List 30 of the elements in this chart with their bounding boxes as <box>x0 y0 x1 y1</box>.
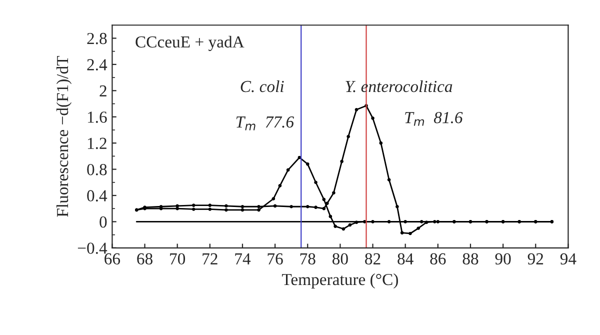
x-tick-label: 92 <box>528 253 544 264</box>
y-tick-label: 2.4 <box>87 59 108 70</box>
x-tick-label: 90 <box>495 253 511 264</box>
y-tick-label: −0.4 <box>78 242 108 254</box>
y-tick-label: 1.2 <box>88 138 106 150</box>
x-tick-label: 80 <box>332 253 348 264</box>
y-tick-label: 2 <box>100 85 106 96</box>
x-tick-label: 74 <box>235 253 251 264</box>
x-tick-label: 84 <box>398 253 414 264</box>
x-tick-label: 76 <box>268 253 283 264</box>
x-tick-label: 86 <box>430 253 446 264</box>
x-tick-label: 70 <box>170 253 186 264</box>
x-tick-label: 72 <box>202 253 218 264</box>
y-tick-label: 0.8 <box>87 164 107 176</box>
annotation: CCceuE + yadA <box>136 36 244 51</box>
y-axis-title: Fluorescence −d(F1)/dT <box>56 56 72 217</box>
x-tick-label: 94 <box>560 253 576 264</box>
annotation: T$_{m}$ 81.6 <box>405 112 463 126</box>
x-tick-label: 88 <box>462 253 478 264</box>
y-tick-label: 1.6 <box>88 112 107 123</box>
x-tick-label: 82 <box>365 253 380 264</box>
annotation: T$_{m}$ 77.6 <box>236 116 294 130</box>
y-tick-label: 2.8 <box>87 32 107 44</box>
x-tick-label: 78 <box>300 253 316 264</box>
y-tick-label: 0.4 <box>87 190 108 202</box>
x-tick-label: 68 <box>137 253 152 264</box>
y-tick-label: 0 <box>100 216 107 228</box>
annotation: C. coli <box>240 80 284 92</box>
x-axis-title: Temperature (°C) <box>282 273 398 289</box>
x-tick-label: 66 <box>104 253 120 264</box>
